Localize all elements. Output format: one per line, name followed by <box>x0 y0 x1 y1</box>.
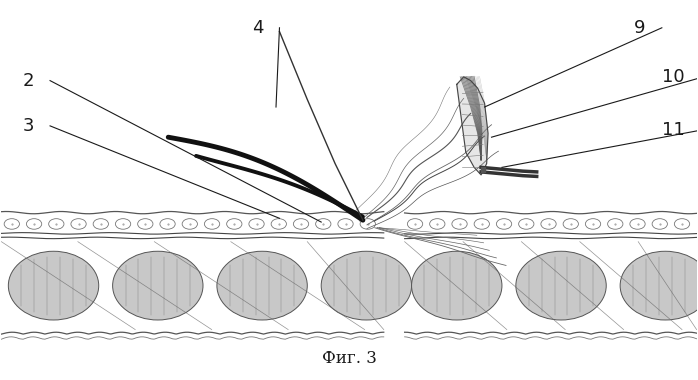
Ellipse shape <box>217 251 307 320</box>
Ellipse shape <box>516 251 607 320</box>
Polygon shape <box>456 77 488 175</box>
Ellipse shape <box>412 251 502 320</box>
Text: 4: 4 <box>252 19 263 37</box>
Text: 11: 11 <box>662 120 685 139</box>
Ellipse shape <box>8 251 98 320</box>
Text: 10: 10 <box>662 68 685 86</box>
Text: 3: 3 <box>22 117 34 135</box>
Ellipse shape <box>321 251 412 320</box>
Text: 9: 9 <box>634 19 646 37</box>
Ellipse shape <box>620 251 698 320</box>
Text: Фиг. 3: Фиг. 3 <box>322 350 376 367</box>
Ellipse shape <box>112 251 203 320</box>
Text: 2: 2 <box>22 71 34 90</box>
